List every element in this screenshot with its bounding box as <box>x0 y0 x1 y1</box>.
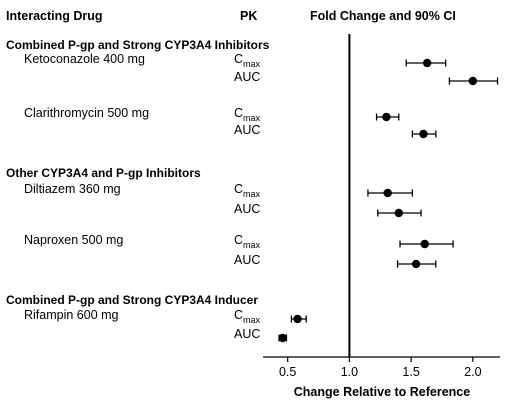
drug-name: Rifampin 600 mg <box>24 308 119 322</box>
header-fold-change: Fold Change and 90% CI <box>310 9 456 23</box>
pk-label-subscript: max <box>243 240 261 250</box>
x-tick-label: 0.5 <box>279 365 296 379</box>
point-estimate <box>419 129 428 139</box>
point-estimate <box>383 188 392 198</box>
point-estimate <box>394 208 403 218</box>
pk-label: AUC <box>234 70 260 84</box>
pk-label-base: AUC <box>234 253 260 267</box>
pk-label-base: C <box>234 52 243 66</box>
pk-label-subscript: max <box>243 189 261 199</box>
pk-label-base: C <box>234 233 243 247</box>
point-estimate <box>468 76 478 86</box>
pk-label-base: AUC <box>234 327 260 341</box>
group-label: Combined P-gp and Strong CYP3A4 Inhibito… <box>6 38 270 52</box>
pk-label-subscript: max <box>243 59 261 69</box>
x-tick-label: 1.0 <box>341 365 358 379</box>
plot-area: 0.5 1.0 1.5 2.0 Change Relative to Reference… <box>6 34 500 399</box>
pk-label-base: C <box>234 182 243 196</box>
point-estimate <box>382 112 391 122</box>
drug-name: Clarithromycin 500 mg <box>24 106 149 120</box>
drug-name: Diltiazem 360 mg <box>24 182 121 196</box>
point-estimate <box>278 333 287 343</box>
pk-label-subscript: max <box>243 315 261 325</box>
pk-label: AUC <box>234 253 260 267</box>
pk-label-base: AUC <box>234 123 260 137</box>
drug-name: Naproxen 500 mg <box>24 233 123 247</box>
header-interacting-drug: Interacting Drug <box>6 9 103 23</box>
pk-label-base: AUC <box>234 202 260 216</box>
pk-label-base: C <box>234 308 243 322</box>
pk-label: Cmax <box>234 106 261 123</box>
pk-label-base: AUC <box>234 70 260 84</box>
x-tick-label: 1.5 <box>402 365 419 379</box>
pk-label: Cmax <box>234 308 261 325</box>
drug-name: Ketoconazole 400 mg <box>24 52 145 66</box>
x-tick-label: 2.0 <box>464 365 481 379</box>
pk-label: AUC <box>234 123 260 137</box>
pk-label: Cmax <box>234 52 261 69</box>
point-estimate <box>293 314 302 324</box>
pk-label: Cmax <box>234 233 261 250</box>
pk-label: Cmax <box>234 182 261 199</box>
header-pk: PK <box>240 9 257 23</box>
pk-label-base: C <box>234 106 243 120</box>
point-estimate <box>422 58 432 68</box>
pk-label: AUC <box>234 202 260 216</box>
group-label: Combined P-gp and Strong CYP3A4 Inducer <box>6 293 258 307</box>
pk-label: AUC <box>234 327 260 341</box>
point-estimate <box>420 239 429 249</box>
group-label: Other CYP3A4 and P-gp Inhibitors <box>6 166 201 180</box>
x-axis-title: Change Relative to Reference <box>294 385 470 399</box>
pk-label-subscript: max <box>243 113 261 123</box>
point-estimate <box>411 259 421 269</box>
